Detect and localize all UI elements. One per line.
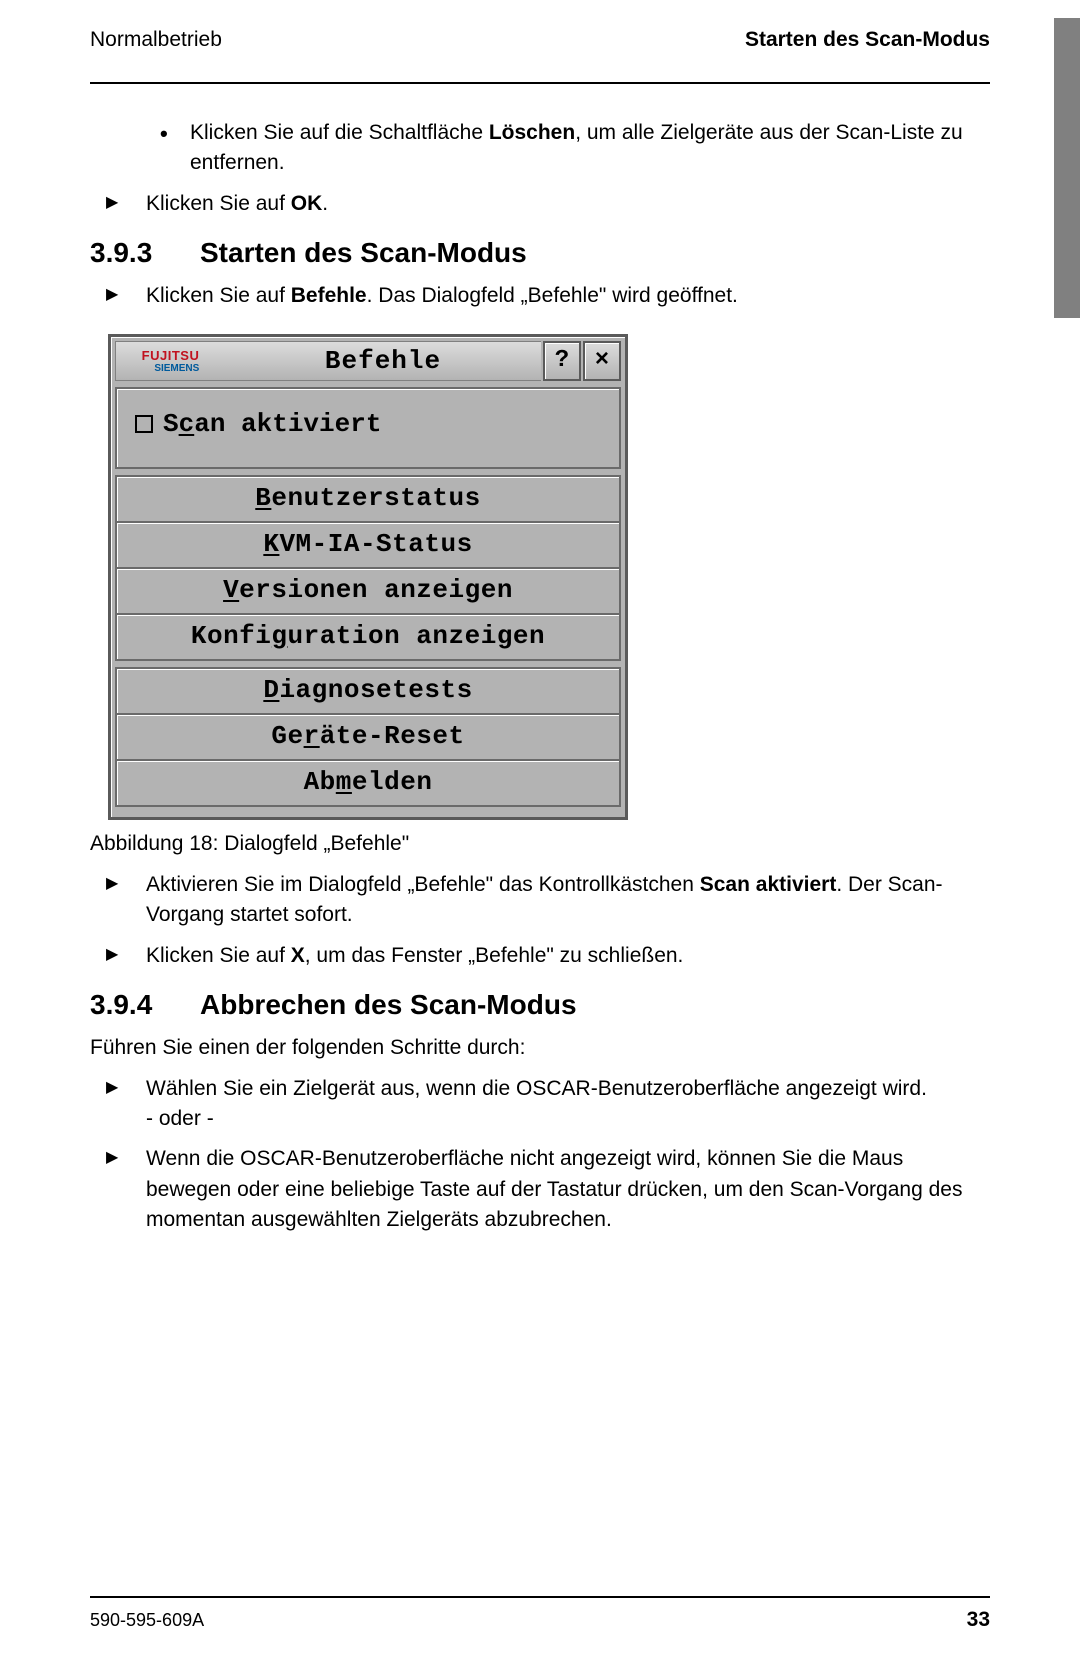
- section-title: Starten des Scan-Modus: [200, 237, 527, 269]
- close-button[interactable]: ×: [583, 341, 621, 381]
- dialog-window: FUJITSU SIEMENS Befehle ? × Scan aktivie…: [108, 334, 628, 820]
- step-item: Wählen Sie ein Zielgerät aus, wenn die O…: [90, 1074, 990, 1135]
- intro-bullet-list: Klicken Sie auf die Schaltfläche Löschen…: [90, 118, 990, 179]
- post-dialog-steps: Aktivieren Sie im Dialogfeld „Befehle" d…: [90, 870, 990, 971]
- document-id: 590-595-609A: [90, 1610, 204, 1631]
- step-item: Klicken Sie auf X, um das Fenster „Befeh…: [90, 941, 990, 971]
- section-393-heading: 3.9.3 Starten des Scan-Modus: [90, 237, 990, 269]
- logo-siemens: SIEMENS: [142, 363, 200, 374]
- section-394-steps: Wählen Sie ein Zielgerät aus, wenn die O…: [90, 1074, 990, 1236]
- text: - oder -: [146, 1107, 214, 1130]
- benutzerstatus-button[interactable]: Benutzerstatus: [117, 477, 619, 523]
- scan-aktiviert-row[interactable]: Scan aktiviert: [115, 387, 621, 469]
- dialog-group-1: Benutzerstatus KVM-IA-Status Versionen a…: [115, 475, 621, 661]
- bold-text: Löschen: [489, 121, 575, 144]
- text: Wenn die OSCAR-Benutzeroberfläche nicht …: [146, 1147, 962, 1231]
- text: Klicken Sie auf: [146, 284, 291, 307]
- dialog-logo: FUJITSU SIEMENS: [115, 341, 225, 381]
- scan-aktiviert-checkbox[interactable]: [135, 415, 153, 433]
- bold-text: OK: [291, 192, 323, 215]
- intro-arrow-list: Klicken Sie auf OK.: [90, 189, 990, 219]
- dialog-group-2: Diagnosetests Geräte-Reset Abmelden: [115, 667, 621, 807]
- text: Wählen Sie ein Zielgerät aus, wenn die O…: [146, 1077, 927, 1100]
- section-394-lead: Führen Sie einen der folgenden Schritte …: [90, 1033, 990, 1063]
- intro-arrow-item: Klicken Sie auf OK.: [90, 189, 990, 219]
- section-title: Abbrechen des Scan-Modus: [200, 989, 577, 1021]
- help-button[interactable]: ?: [543, 341, 581, 381]
- intro-bullet-item: Klicken Sie auf die Schaltfläche Löschen…: [90, 118, 990, 179]
- text: .: [322, 192, 328, 215]
- header-right: Starten des Scan-Modus: [745, 28, 990, 52]
- step-item: Wenn die OSCAR-Benutzeroberfläche nicht …: [90, 1144, 990, 1235]
- section-394-heading: 3.9.4 Abbrechen des Scan-Modus: [90, 989, 990, 1021]
- diagnosetests-button[interactable]: Diagnosetests: [117, 669, 619, 715]
- header-left: Normalbetrieb: [90, 28, 222, 52]
- section-number: 3.9.3: [90, 237, 200, 269]
- text: Klicken Sie auf die Schaltfläche: [190, 121, 489, 144]
- page-footer: 590-595-609A 33: [90, 1596, 990, 1632]
- dialog-titlebar: FUJITSU SIEMENS Befehle ? ×: [115, 341, 621, 381]
- running-header: Normalbetrieb Starten des Scan-Modus: [90, 28, 990, 52]
- thumb-index-tab: [1054, 18, 1080, 318]
- text: Klicken Sie auf: [146, 944, 291, 967]
- figure-caption: Abbildung 18: Dialogfeld „Befehle": [90, 832, 990, 856]
- text: . Das Dialogfeld „Befehle" wird geöffnet…: [367, 284, 738, 307]
- document-page: Normalbetrieb Starten des Scan-Modus Kli…: [0, 0, 1080, 1672]
- versionen-anzeigen-button[interactable]: Versionen anzeigen: [117, 569, 619, 615]
- bold-text: X: [291, 944, 305, 967]
- text: Klicken Sie auf: [146, 192, 291, 215]
- logo-fujitsu: FUJITSU: [142, 348, 200, 363]
- step-item: Klicken Sie auf Befehle. Das Dialogfeld …: [90, 281, 990, 311]
- header-rule: [90, 82, 990, 84]
- konfiguration-anzeigen-button[interactable]: Konfiguration anzeigen: [117, 615, 619, 659]
- befehle-dialog-figure: FUJITSU SIEMENS Befehle ? × Scan aktivie…: [108, 334, 628, 820]
- bold-text: Scan aktiviert: [700, 873, 837, 896]
- bold-text: Befehle: [291, 284, 367, 307]
- page-number: 33: [967, 1608, 990, 1632]
- section-393-steps: Klicken Sie auf Befehle. Das Dialogfeld …: [90, 281, 990, 311]
- abmelden-button[interactable]: Abmelden: [117, 761, 619, 805]
- section-number: 3.9.4: [90, 989, 200, 1021]
- kvm-ia-status-button[interactable]: KVM-IA-Status: [117, 523, 619, 569]
- text: Aktivieren Sie im Dialogfeld „Befehle" d…: [146, 873, 700, 896]
- geraete-reset-button[interactable]: Geräte-Reset: [117, 715, 619, 761]
- scan-aktiviert-label: Scan aktiviert: [163, 409, 381, 439]
- text: , um das Fenster „Befehle" zu schließen.: [305, 944, 684, 967]
- dialog-title-text: Befehle: [225, 341, 541, 381]
- step-item: Aktivieren Sie im Dialogfeld „Befehle" d…: [90, 870, 990, 931]
